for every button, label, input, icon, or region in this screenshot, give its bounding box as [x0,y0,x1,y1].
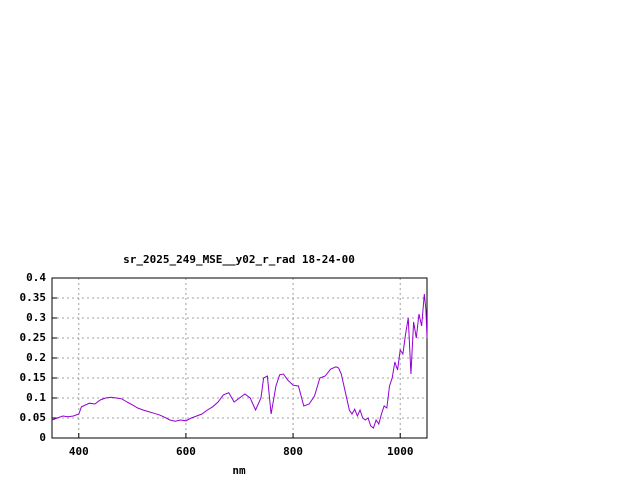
plot-frame [51,277,428,439]
data-line [51,293,428,429]
y-tick-label: 0.3 [26,311,46,324]
x-tick-label: 400 [69,445,89,458]
y-tick-label: 0 [39,431,46,444]
x-tick-label: 1000 [387,445,414,458]
y-tick-label: 0.15 [20,371,47,384]
x-tick-label: 800 [283,445,303,458]
y-tick-label: 0.4 [26,271,46,284]
x-axis-label: nm [232,464,246,477]
y-tick-label: 0.05 [20,411,47,424]
y-tick-label: 0.25 [20,331,47,344]
y-tick-label: 0.35 [20,291,47,304]
y-tick-label: 0.2 [26,351,46,364]
y-tick-label: 0.1 [26,391,46,404]
chart-title: sr_2025_249_MSE__y02_r_rad 18-24-00 [123,253,355,266]
x-tick-label: 600 [176,445,196,458]
